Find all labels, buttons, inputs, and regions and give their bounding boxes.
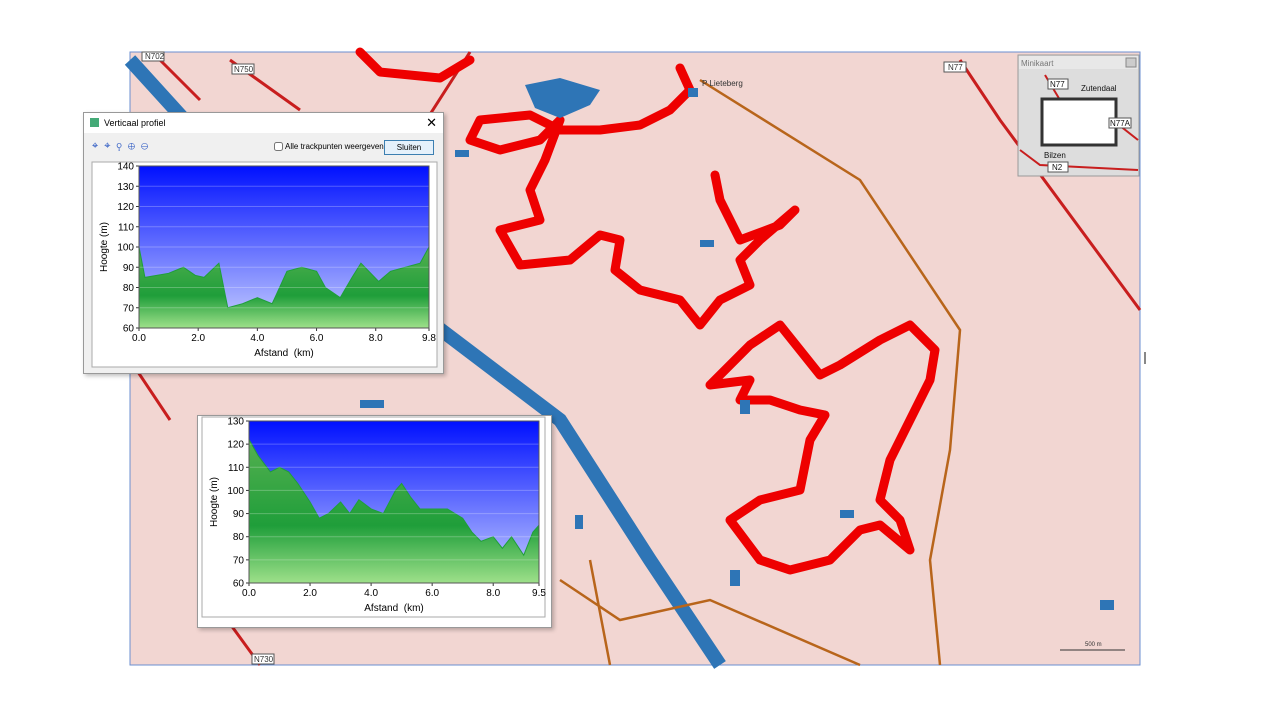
app-icon: [90, 118, 99, 127]
toolbar[interactable]: ⌖⌖⚲⊕⊖: [92, 140, 155, 152]
profile-window: Verticaal profiel ✕ ⌖⌖⚲⊕⊖ Alle trackpunt…: [83, 112, 444, 374]
road-label: N702: [145, 52, 165, 61]
title-bar: Verticaal profiel ✕: [84, 113, 443, 133]
minimap-label: N77: [1050, 80, 1065, 89]
road-label: N77: [948, 63, 963, 72]
close-action-button[interactable]: Sluiten: [384, 140, 434, 155]
minimap-label: Zutendaal: [1081, 84, 1117, 93]
map-labels: N702 N750 N77 P Lieteberg N730 500 m: [141, 51, 1125, 665]
scale-label: 500 m: [1085, 642, 1102, 648]
minimap-label: N2: [1052, 163, 1063, 172]
splitter[interactable]: [1144, 352, 1146, 364]
close-button[interactable]: ✕: [426, 115, 437, 130]
window-title: Verticaal profiel: [104, 118, 166, 128]
checkbox-input[interactable]: [274, 142, 283, 152]
minimap-label: Bilzen: [1044, 151, 1066, 160]
minimap: Minikaart N77 Zutendaal N77A Bilzen N2: [1017, 54, 1140, 177]
road-label: N750: [234, 65, 254, 74]
poi-label: P Lieteberg: [702, 79, 743, 88]
water: [360, 78, 1114, 610]
road-label: N730: [254, 655, 274, 664]
minimap-label: N77A: [1110, 119, 1131, 128]
checkbox[interactable]: Alle trackpunten weergeven: [274, 142, 384, 152]
checkbox-label: Alle trackpunten weergeven: [285, 142, 384, 151]
minimap-title: Minikaart: [1021, 59, 1054, 68]
profile-window: [197, 415, 552, 628]
